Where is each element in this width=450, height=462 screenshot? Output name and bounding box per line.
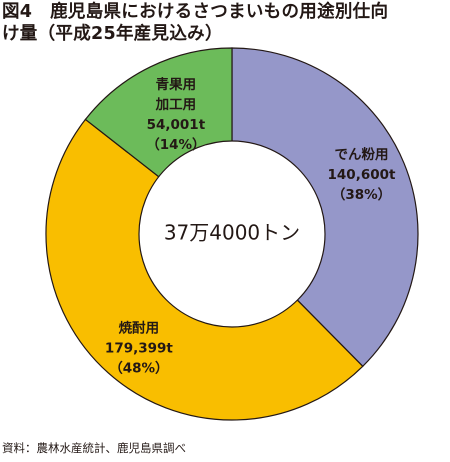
slice-3-value-label: 54,001t xyxy=(147,117,206,133)
slice-1-value-label: 140,600t xyxy=(328,167,396,183)
slice-1-name-label: でん粉用 xyxy=(335,146,389,163)
donut-slice-1 xyxy=(231,47,419,368)
donut-labels: でん粉用 140,600t （38%） 焼酎用 179,399t （48%） 青果用加工用 5… xyxy=(105,76,396,377)
slice-2-percent-label: （48%） xyxy=(109,361,168,377)
slice-2-name-label: 焼酎用 xyxy=(119,320,160,337)
chart-title-line-2: け量（平成25年産見込み） xyxy=(2,24,223,44)
slice-3-percent-label: （14%） xyxy=(146,137,205,153)
slice-label-2: 焼酎用 179,399t （48%） xyxy=(105,320,173,377)
chart-title: 図4 鹿児島県におけるさつまいもの用途別仕向 け量（平成25年産見込み） xyxy=(2,1,448,45)
source-note: 資料：農林水産統計、鹿児島県調べ xyxy=(2,441,186,455)
slice-3-name-label: 青果用 xyxy=(156,76,197,93)
slice-label-3: 青果用加工用 54,001t （14%） xyxy=(146,76,205,153)
slice-3-name-label: 加工用 xyxy=(155,97,197,113)
slice-2-value-label: 179,399t xyxy=(105,341,173,357)
slice-label-1: でん粉用 140,600t （38%） xyxy=(328,146,396,203)
donut-center-hole xyxy=(138,140,326,328)
donut-center-total: 37万4000トン xyxy=(164,221,300,245)
chart-title-line-1: 図4 鹿児島県におけるさつまいもの用途別仕向 xyxy=(2,2,389,22)
slice-1-percent-label: （38%） xyxy=(332,187,391,203)
